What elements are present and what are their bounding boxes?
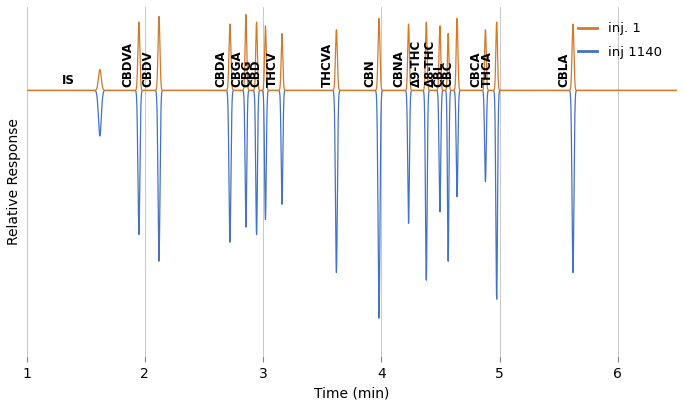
Text: CBG: CBG	[241, 59, 254, 87]
Text: Δ8-THC: Δ8-THC	[424, 39, 437, 87]
Text: CBL: CBL	[433, 61, 446, 87]
Text: CBGA: CBGA	[230, 50, 243, 87]
Text: CBCA: CBCA	[469, 51, 482, 87]
Text: IS: IS	[62, 74, 75, 87]
Text: CBD: CBD	[250, 59, 263, 87]
X-axis label: Time (min): Time (min)	[314, 386, 389, 400]
Text: CBDVA: CBDVA	[121, 42, 134, 87]
Text: THCV: THCV	[266, 51, 279, 87]
Text: CBN: CBN	[363, 59, 376, 87]
Text: THCVA: THCVA	[320, 42, 333, 87]
Y-axis label: Relative Response: Relative Response	[7, 118, 21, 245]
Text: THCA: THCA	[481, 51, 494, 87]
Text: CBDA: CBDA	[214, 50, 227, 87]
Text: CBLA: CBLA	[557, 52, 570, 87]
Legend: inj. 1, inj 1140: inj. 1, inj 1140	[573, 17, 667, 64]
Text: CBC: CBC	[441, 60, 454, 87]
Text: Δ9-THC: Δ9-THC	[410, 39, 423, 87]
Text: CBNA: CBNA	[393, 50, 406, 87]
Text: CBDV: CBDV	[142, 50, 155, 87]
